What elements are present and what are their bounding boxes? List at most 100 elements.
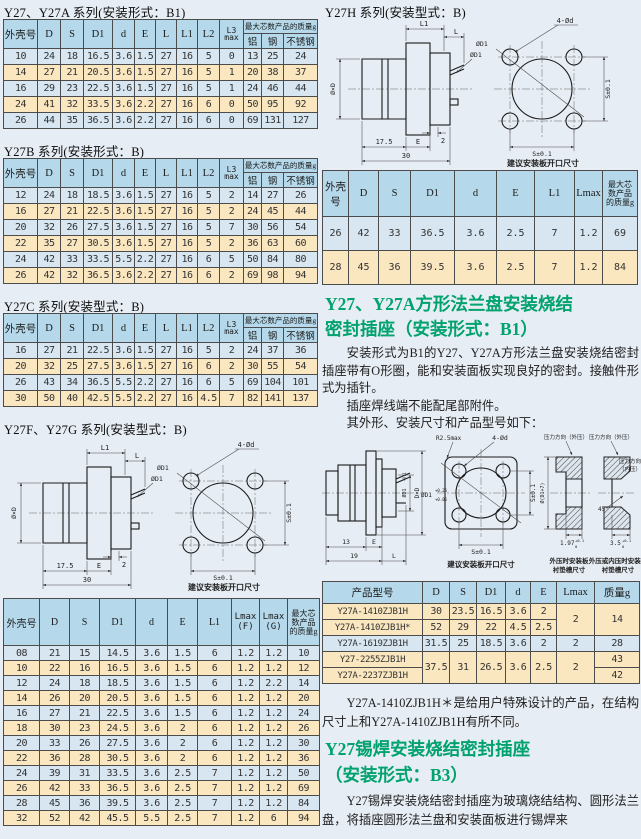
col-header-lmax-g: Lmax (G) — [259, 598, 288, 646]
table-cell: 2.5 — [167, 765, 198, 781]
table-cell: 30.5 — [99, 750, 136, 766]
table-cell: 26 — [282, 187, 319, 204]
table-cell: 54 — [282, 358, 319, 375]
table-row: 26 44 35 36.5 3.6 2.2 27 16 6 0 69 131 127 — [3, 112, 319, 129]
table-cell: 25 — [60, 358, 84, 375]
col-header: D — [37, 158, 61, 188]
col-header: S — [69, 598, 100, 646]
table-cell: 6 — [197, 267, 220, 284]
table-cell: 2.2 — [259, 675, 288, 691]
table-cell: 36 — [69, 795, 100, 811]
table-cell: 10 — [3, 660, 40, 676]
table-row: 10 22 16 16.5 3.6 1.5 6 1.2 1.2 12 — [3, 660, 320, 676]
table-cell: 27 — [155, 112, 177, 129]
table-cell: 2 — [219, 235, 244, 252]
table-cell: 39.5 — [410, 250, 455, 285]
dim-label-r25: R2.5max — [436, 435, 462, 442]
dim-label-e: E — [416, 138, 420, 146]
table-cell: 24 — [3, 251, 38, 268]
col-header-al: 铝 — [243, 33, 262, 49]
table-cell: 16 — [176, 80, 198, 97]
table-body: 16 27 21 22.5 3.6 1.5 27 16 5 2 24 37 36 20 32 25 27.5 3.… — [3, 342, 319, 407]
dim-label-4-holes: 4-Ød — [557, 17, 574, 25]
table-cell: 32 — [60, 267, 84, 284]
dim-label-oxd: Ø×D — [329, 83, 337, 95]
table-cell: 3.6 — [135, 780, 168, 796]
table-row: 16 27 21 22.5 3.6 1.5 27 16 5 2 24 37 36 — [3, 342, 319, 359]
special-design-note: Y27A-1410ZJB1H＊是给用户特殊设计的产品，在结构尺寸上和Y27A-1… — [322, 694, 639, 732]
col-header-weight: 最大芯 数产品 的质量g — [602, 170, 638, 217]
table-row: 26 42 32 36.5 3.6 2.2 27 16 6 2 69 98 94 — [3, 267, 319, 284]
b1-socket-drawing: ØD1 -0.1 D×D 13 E 19 L R2.5max 4-Ød ØD1 … — [322, 433, 641, 574]
table-cell: 32 — [3, 810, 40, 826]
table-cell: 6 — [197, 690, 232, 706]
col-header-weight-group: 最大芯数产品的质量g — [242, 313, 319, 328]
dim-label-45deg: 45° — [598, 506, 609, 513]
table-cell: 42 — [37, 267, 61, 284]
table-cell: 14 — [594, 603, 640, 636]
table-cell: 20 — [69, 690, 100, 706]
section-title-y27b: Y27B 系列(安装形式：B) — [4, 145, 145, 159]
table-cell: 42 — [37, 251, 61, 268]
table-cell: 21 — [69, 705, 100, 721]
dim-label-35-sub: 0 — [622, 544, 625, 549]
table-cell: 3.6 — [135, 765, 168, 781]
table-row: Y27A-2237ZJB1H 42 — [322, 667, 640, 684]
table-cell: 1.2 — [259, 780, 288, 796]
table-cell: 34 — [60, 374, 84, 391]
table-cell: 6 — [197, 645, 232, 661]
paragraph-b1-intro: 安装形式为B1的Y27、Y27A方形法兰盘安装烧结密封插座带有O形圈，能和安装面… — [322, 346, 639, 396]
table-row: 12 24 18 18.5 3.6 1.5 6 1.2 2.2 14 — [3, 675, 320, 691]
table-cell: 7 — [197, 780, 232, 796]
table-cell: 3.6 — [505, 651, 531, 684]
table-cell: 12 — [3, 187, 38, 204]
table-cell: 50 — [37, 390, 61, 407]
col-header-lmax-f: Lmax (F) — [231, 598, 260, 646]
table-row: 28 45 36 39.5 3.6 2.5 7 1.2 1.2 84 — [3, 795, 320, 811]
dim-label-2: 2 — [441, 137, 445, 145]
paragraph-b1-tail: 插座焊线端不能配尾部附件。 — [346, 398, 507, 413]
table-cell: 16 — [176, 203, 198, 220]
table-cell: 1.2 — [231, 675, 260, 691]
table-cell: 33 — [39, 735, 70, 751]
table-cell: 30 — [422, 603, 450, 620]
table-cell: 7 — [197, 795, 232, 811]
table-cell: 6 — [197, 675, 232, 691]
table-cell: 24 — [39, 675, 70, 691]
table-cell: 1.5 — [134, 203, 156, 220]
table-header: 外壳号 D S D1 d E L L1 L2 L3 max 最大芯数产品的质量g … — [3, 158, 319, 188]
col-header: L1 — [176, 313, 198, 343]
table-cell: 20 — [3, 735, 40, 751]
table-cell: 2 — [167, 750, 198, 766]
table-cell: 84 — [261, 251, 284, 268]
table-header: 产品型号 D S D1 d E Lmax 质量g — [322, 581, 640, 604]
col-header: d — [135, 598, 168, 646]
table-cell: 69 — [243, 374, 262, 391]
col-header: D1 — [410, 170, 455, 217]
table-cell: 21 — [60, 64, 84, 81]
table-cell: 14 — [3, 690, 40, 706]
table-row: 14 26 20 20.5 3.6 1.5 6 1.2 1.2 20 — [3, 690, 320, 706]
table-cell: 1.2 — [231, 795, 260, 811]
dim-label-s-bottom: S±0.1 — [471, 548, 491, 556]
table-cell: 3.6 — [112, 48, 135, 65]
table-cell: 33 — [69, 780, 100, 796]
drawing-caption: 建议安装板开口尺寸 — [187, 582, 260, 592]
table-cell: 15 — [69, 645, 100, 661]
table-cell: 3.6 — [112, 235, 135, 252]
table-cell: 2 — [219, 203, 244, 220]
table-cell: 1.2 — [574, 216, 603, 251]
col-header: L — [155, 19, 177, 49]
table-cell: 26 — [3, 780, 40, 796]
table-cell: 1.5 — [167, 690, 198, 706]
table-cell: 5 — [197, 342, 220, 359]
table-cell: 38 — [261, 64, 284, 81]
table-cell: 69 — [287, 780, 320, 796]
table-cell: 1.2 — [231, 705, 260, 721]
table-cell: 3.6 — [454, 216, 497, 251]
col-header: S — [60, 19, 84, 49]
table-cell: 2 — [530, 603, 557, 620]
col-header-weight-group: 最大芯数产品的质量g — [242, 19, 319, 34]
table-cell: 16 — [176, 48, 198, 65]
table-cell: 3.6 — [135, 720, 168, 736]
